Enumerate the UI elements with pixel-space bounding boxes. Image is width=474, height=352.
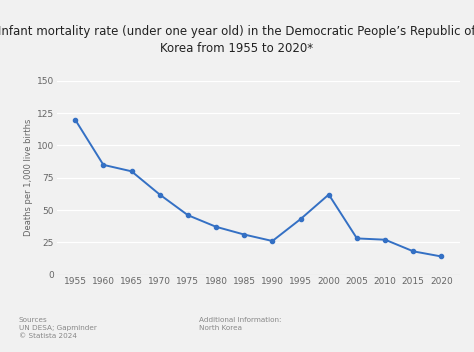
Text: Sources
UN DESA; Gapminder
© Statista 2024: Sources UN DESA; Gapminder © Statista 20…	[19, 317, 97, 339]
Text: Additional Information:
North Korea: Additional Information: North Korea	[199, 317, 282, 331]
Text: Infant mortality rate (under one year old) in the Democratic People’s Republic o: Infant mortality rate (under one year ol…	[0, 25, 474, 55]
Y-axis label: Deaths per 1,000 live births: Deaths per 1,000 live births	[24, 119, 33, 237]
